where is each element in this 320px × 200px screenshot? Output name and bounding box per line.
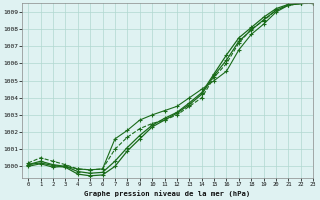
X-axis label: Graphe pression niveau de la mer (hPa): Graphe pression niveau de la mer (hPa)	[84, 190, 251, 197]
